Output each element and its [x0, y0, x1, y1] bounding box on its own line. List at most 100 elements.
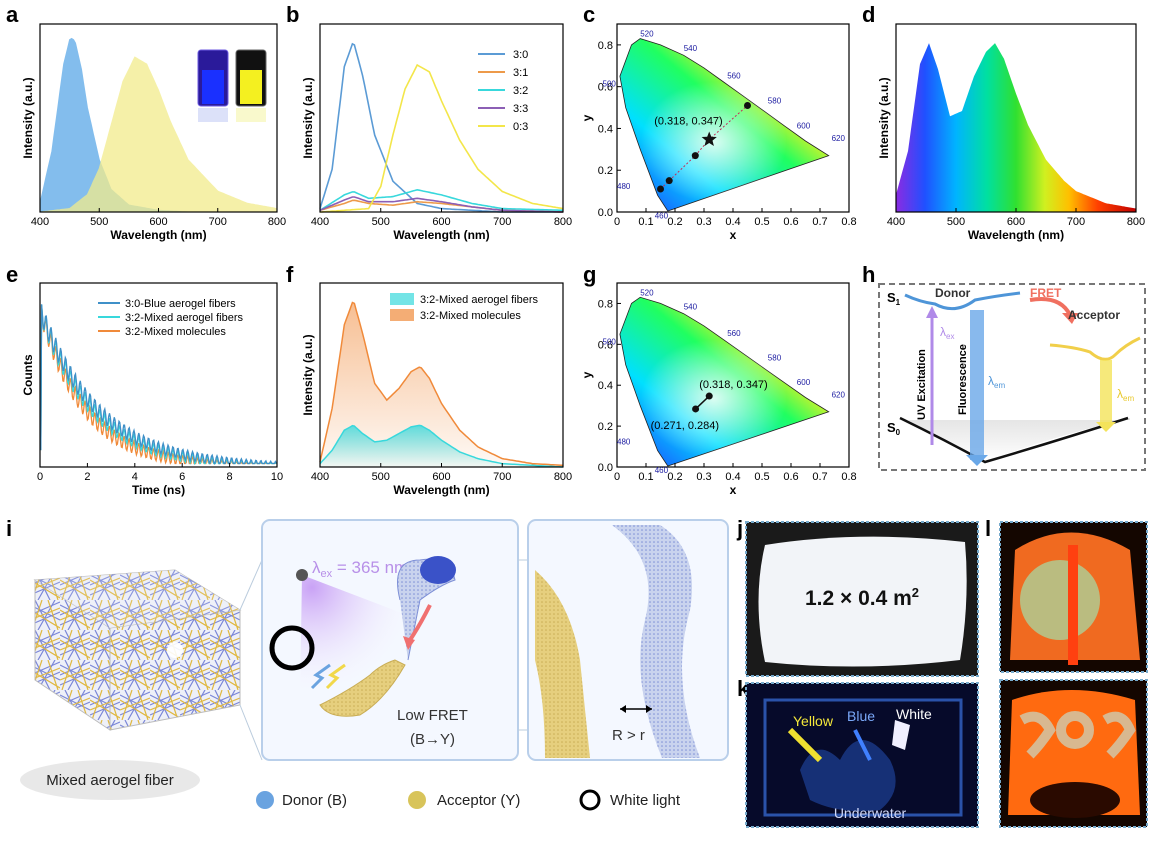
y-tick-label: 0.0: [598, 462, 613, 474]
legend-swatch: [390, 293, 414, 305]
panel-k-photo: Yellow Blue White Underwater: [745, 682, 979, 828]
wavelength-label: 540: [684, 44, 698, 53]
y-tick-label: 0.2: [598, 421, 613, 433]
fret-arrow: [1029, 297, 1072, 317]
mixed-fiber-caption: Mixed aerogel fiber: [46, 772, 174, 789]
fiber-sheet: [758, 536, 967, 667]
by-label: (B→Y): [410, 731, 455, 748]
legend-label: 3:2-Mixed molecules: [125, 326, 226, 338]
x-tick-label: 0.1: [638, 216, 653, 228]
legend-label: 3:2-Mixed aerogel fibers: [420, 294, 539, 306]
uv-lamp: [296, 569, 308, 581]
y-tick-label: 0.4: [598, 123, 613, 135]
x-tick-label: 600: [432, 471, 450, 483]
wavelength-label: 460: [655, 211, 669, 220]
x-axis-label: Wavelength (nm): [393, 228, 489, 242]
x-tick-label: 0: [614, 471, 620, 483]
fluorescence-bar: [970, 310, 984, 460]
wavelength-label: 500: [603, 337, 617, 346]
x-tick-label: 0.5: [754, 216, 769, 228]
donor-curve: [904, 291, 1021, 311]
label-underwater: Underwater: [834, 805, 907, 821]
wavelength-label: 480: [617, 438, 631, 447]
data-point: [692, 405, 700, 413]
x-tick-label: 500: [947, 216, 965, 228]
legend-swatch: [390, 309, 414, 321]
x-tick-label: 0: [37, 471, 43, 483]
acceptor-label: Acceptor: [1068, 308, 1120, 322]
lambda-ex-label: λex: [940, 325, 954, 341]
x-tick-label: 0.4: [725, 471, 740, 483]
panel-label-f: f: [286, 262, 294, 287]
x-tick-label: 2: [84, 471, 90, 483]
x-axis-label: Wavelength (nm): [393, 483, 489, 497]
panel-label-i: i: [6, 516, 12, 541]
wavelength-label: 500: [603, 80, 617, 89]
panel-label-d: d: [862, 2, 875, 27]
area-line: [319, 424, 564, 468]
x-tick-label: 500: [90, 216, 108, 228]
wavelength-label: 580: [768, 354, 782, 363]
yellow-fiber-closeup: [535, 570, 590, 758]
x-tick-label: 0.7: [812, 471, 827, 483]
legend-label: 3:3: [513, 103, 528, 115]
legend-label: 3:0: [513, 49, 528, 61]
fiber-box-right: [109, 609, 241, 731]
x-tick-label: 10: [271, 471, 283, 483]
low-fret-label: Low FRET: [397, 707, 468, 724]
x-tick-label: 4: [132, 471, 138, 483]
panel-label-l: l: [985, 516, 991, 541]
x-tick-label: 0.5: [754, 471, 769, 483]
x-tick-label: 0.2: [667, 471, 682, 483]
white-light-ring: [269, 625, 315, 671]
x-tick-label: 0.3: [696, 216, 711, 228]
area-fill: [320, 302, 563, 467]
data-point: [665, 177, 673, 185]
coord-annotation: (0.271, 0.284): [651, 420, 720, 432]
wavelength-label: 460: [655, 466, 669, 475]
acceptor-curve: [1049, 336, 1141, 361]
wavelength-label: 480: [617, 182, 631, 191]
x-tick-label: 8: [227, 471, 233, 483]
panel-label-b: b: [286, 2, 299, 27]
acceptor-emission-bar: [1100, 360, 1112, 425]
legend-label: 3:0-Blue aerogel fibers: [125, 298, 236, 310]
x-tick-label: 800: [554, 471, 572, 483]
y-tick-label: 0.2: [598, 165, 613, 177]
label-white: White: [896, 706, 932, 722]
y-axis-label: y: [580, 371, 594, 378]
x-tick-label: 500: [372, 216, 390, 228]
x-tick-label: 800: [1127, 216, 1145, 228]
wavelength-label: 560: [727, 329, 741, 338]
plot-frame-e: [39, 282, 278, 468]
y-tick-label: 0.6: [598, 82, 613, 94]
panel-h-diagram: S1 S0 Donor Acceptor FRET UV Excitation …: [878, 283, 1146, 471]
y-tick-label: 0.0: [598, 207, 613, 219]
legend-label: 3:2-Mixed aerogel fibers: [125, 312, 244, 324]
x-tick-label: 600: [1007, 216, 1025, 228]
wavelength-label: 560: [727, 71, 741, 80]
donor-legend-label: Donor (B): [282, 792, 347, 809]
donor-swatch: [256, 791, 274, 809]
x-axis-label: Wavelength (nm): [968, 228, 1064, 242]
legend-label: 0:3: [513, 121, 528, 133]
y-tick-label: 0.4: [598, 380, 613, 392]
lambda-em2-label: λem: [1117, 387, 1134, 403]
x-tick-label: 0.2: [667, 216, 682, 228]
y-axis-label: Intensity (a.u.): [301, 334, 315, 415]
panel-label-e: e: [6, 262, 18, 287]
fret-arrow-i: [408, 604, 432, 642]
y-axis-label: Intensity (a.u.): [877, 77, 891, 158]
panel-l-photos: [999, 521, 1148, 828]
x-tick-label: 0.8: [841, 471, 856, 483]
acceptor-swatch: [408, 791, 426, 809]
x-tick-label: 800: [268, 216, 286, 228]
wavelength-label: 520: [640, 30, 654, 39]
x-tick-label: 0.4: [725, 216, 740, 228]
x-tick-label: 6: [179, 471, 185, 483]
donor-label: Donor: [935, 286, 971, 300]
blue-fiber-end: [420, 556, 456, 584]
x-tick-label: 700: [209, 216, 227, 228]
caption-blob: [20, 760, 200, 800]
